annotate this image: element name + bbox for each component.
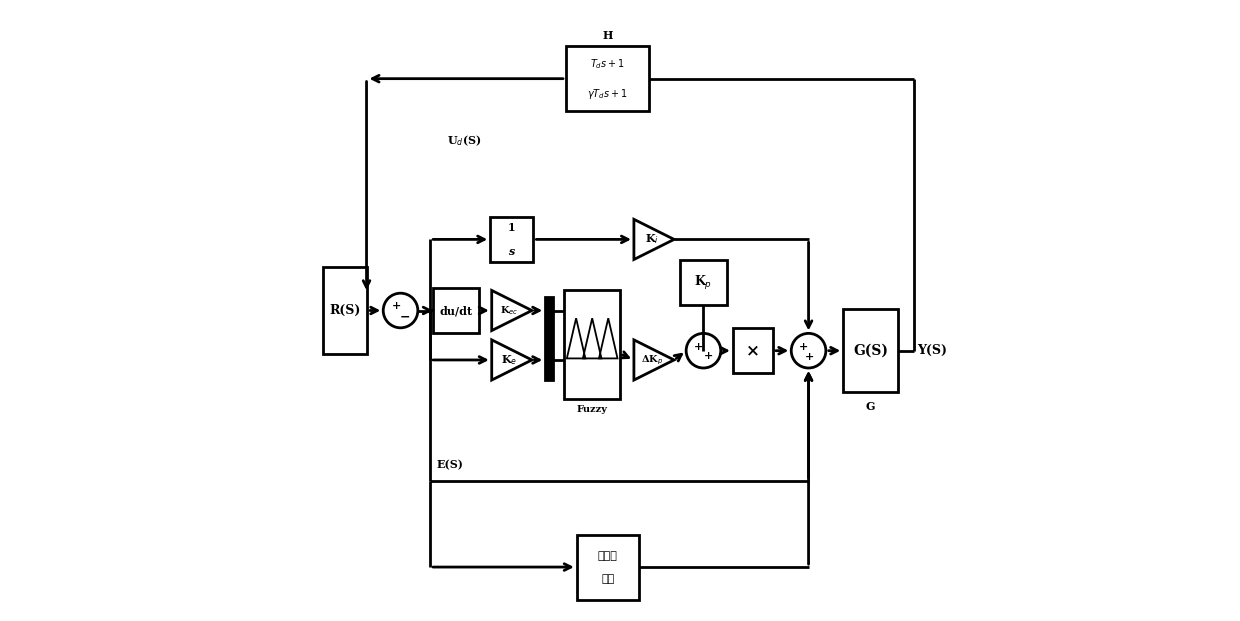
Text: K$_i$: K$_i$ xyxy=(645,232,660,247)
Text: +: + xyxy=(799,341,808,352)
Text: K$_p$: K$_p$ xyxy=(694,274,713,292)
Text: R(S): R(S) xyxy=(329,304,361,317)
Text: +: + xyxy=(805,351,815,363)
Text: ΔK$_p$: ΔK$_p$ xyxy=(641,353,663,366)
Text: H: H xyxy=(603,30,613,40)
FancyBboxPatch shape xyxy=(564,291,620,399)
Text: ×: × xyxy=(746,342,760,359)
Text: +: + xyxy=(392,300,401,311)
Text: G(S): G(S) xyxy=(853,343,888,358)
Text: +: + xyxy=(704,350,713,361)
Text: $\gamma T_ds+1$: $\gamma T_ds+1$ xyxy=(588,86,627,101)
Text: 1: 1 xyxy=(508,222,516,233)
FancyBboxPatch shape xyxy=(433,288,480,333)
FancyBboxPatch shape xyxy=(546,297,553,380)
Text: G: G xyxy=(866,401,875,412)
Text: E(S): E(S) xyxy=(436,460,464,471)
FancyBboxPatch shape xyxy=(843,309,898,392)
FancyBboxPatch shape xyxy=(577,535,639,599)
FancyBboxPatch shape xyxy=(681,260,727,305)
Text: s: s xyxy=(508,246,515,256)
FancyBboxPatch shape xyxy=(733,329,773,373)
Text: Y(S): Y(S) xyxy=(916,344,947,357)
Text: U$_d$(S): U$_d$(S) xyxy=(446,133,481,148)
Text: K$_e$: K$_e$ xyxy=(501,353,517,367)
Text: du/dt: du/dt xyxy=(440,305,472,316)
Text: 前馈控: 前馈控 xyxy=(598,550,618,561)
Text: 制器: 制器 xyxy=(601,573,614,584)
Text: −: − xyxy=(399,310,410,323)
Text: $T_ds+1$: $T_ds+1$ xyxy=(590,57,625,71)
FancyBboxPatch shape xyxy=(490,217,533,261)
FancyBboxPatch shape xyxy=(565,46,650,111)
Text: K$_{ec}$: K$_{ec}$ xyxy=(500,304,518,317)
FancyBboxPatch shape xyxy=(322,267,367,354)
Text: Fuzzy: Fuzzy xyxy=(577,406,608,414)
Text: +: + xyxy=(694,341,703,352)
